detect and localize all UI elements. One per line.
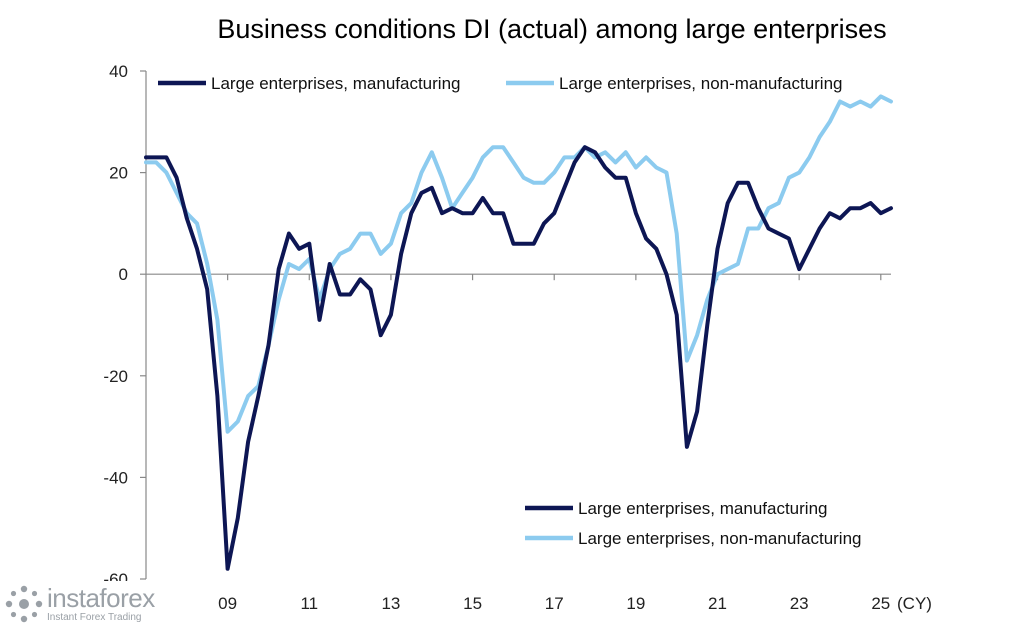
x-tick-label: 13: [381, 594, 400, 613]
x-tick-label: 15: [463, 594, 482, 613]
legend-bottom-right: Large enterprises, manufacturing Large e…: [525, 499, 862, 548]
legend-top-label-manufacturing: Large enterprises, manufacturing: [211, 74, 460, 93]
chart-title: Business conditions DI (actual) among la…: [217, 14, 886, 44]
legend-bottom-label-non-manufacturing: Large enterprises, non-manufacturing: [578, 529, 862, 548]
y-tick-label: 40: [109, 62, 128, 81]
x-tick-labels: 09 11 13 15 17 19 21 23 25: [218, 594, 890, 613]
x-tick-label: 25: [871, 594, 890, 613]
line-manufacturing: [144, 145, 893, 571]
instaforex-watermark: instaforex Instant Forex Trading: [0, 581, 180, 626]
x-tick-label: 19: [626, 594, 645, 613]
y-tick-label: -40: [103, 468, 128, 487]
series-lines: [144, 94, 893, 571]
x-unit-label: (CY): [897, 594, 932, 613]
y-tick-label: -20: [103, 367, 128, 386]
watermark-tagline: Instant Forex Trading: [47, 611, 142, 623]
x-tick-label: 21: [708, 594, 727, 613]
x-tick-label: 23: [790, 594, 809, 613]
line-non-manufacturing: [144, 94, 893, 434]
legend-top-label-non-manufacturing: Large enterprises, non-manufacturing: [559, 74, 843, 93]
legend-bottom-label-manufacturing: Large enterprises, manufacturing: [578, 499, 827, 518]
x-tick-label: 17: [545, 594, 564, 613]
watermark-brand: instaforex: [47, 582, 155, 613]
legend-top-left: Large enterprises, manufacturing Large e…: [158, 74, 843, 93]
x-tick-label: 11: [300, 594, 318, 613]
y-tick-label: 0: [119, 265, 128, 284]
y-tick-label: 20: [109, 164, 128, 183]
x-tick-label: 09: [218, 594, 237, 613]
instaforex-logo-icon: [5, 585, 43, 622]
